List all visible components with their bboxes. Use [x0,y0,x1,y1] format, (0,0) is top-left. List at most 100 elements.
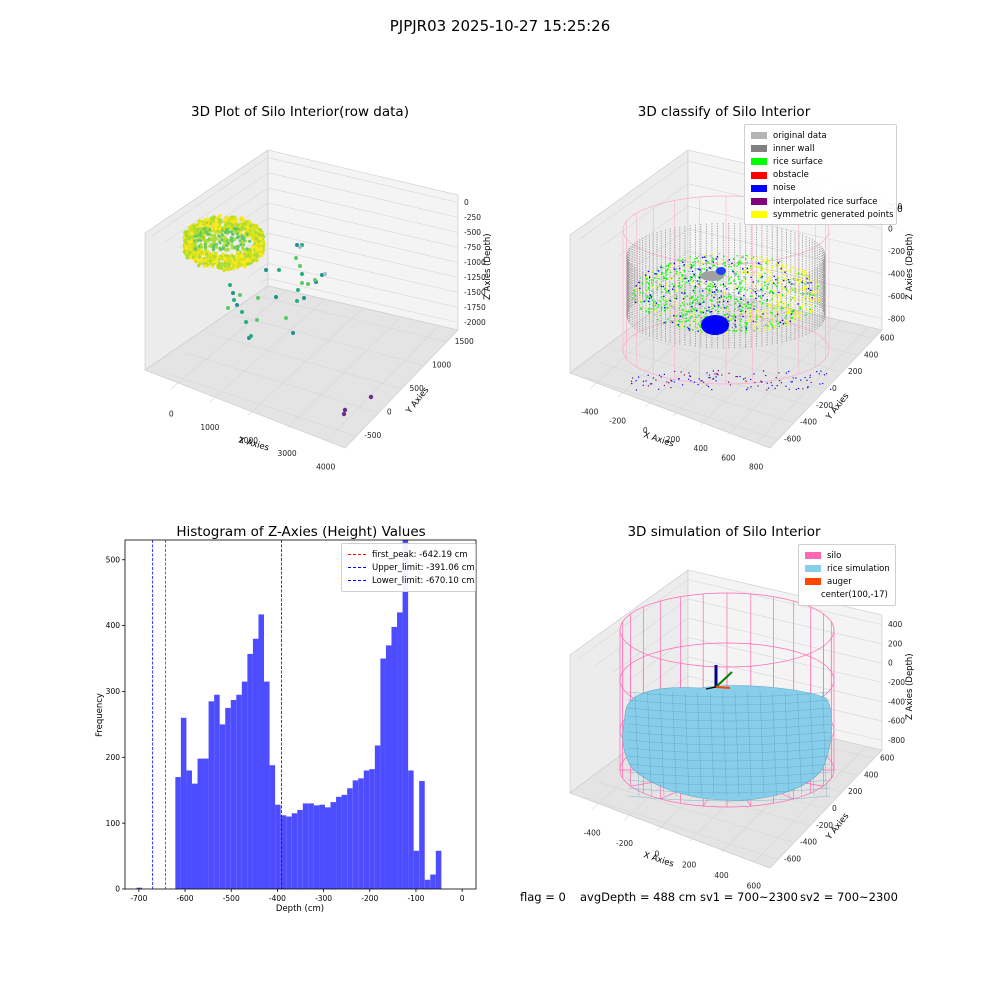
surface-point [743,288,746,290]
surface-point [698,280,700,282]
surface-point [776,293,779,295]
surface-point [702,311,705,314]
y-tick-label: 200 [848,787,863,796]
scatter-point [823,374,826,376]
surface-point [804,288,806,290]
surface-point [633,296,636,298]
surface-point [790,313,793,315]
surface-point [668,285,671,287]
surface-point [734,318,736,320]
surface-point [697,260,699,262]
surface-point [753,330,755,332]
surface-point [749,307,752,309]
surface-point [786,275,788,278]
y-tick-label: 0 [832,384,837,393]
surface-point [779,319,781,322]
surface-point [740,297,742,299]
grid-line [599,782,795,844]
surface-point [718,285,721,287]
scatter-point [239,243,243,247]
surface-point [699,329,701,331]
plot4-zlabel: Z Axies (Depth) [905,653,915,720]
plot3-ticks: -700 -600 -500 -400 -300 -200 -100 001002003004… [106,555,465,903]
scatter-point [284,316,288,320]
surface-point [740,313,743,315]
surface-point [787,305,790,308]
scatter-point [201,258,205,263]
surface-point [797,272,800,275]
surface-point [740,313,742,315]
surface-point [793,318,795,320]
surface-point [688,257,690,259]
legend-entry: symmetric generated points [751,208,894,221]
surface-point [732,258,735,260]
histogram-bar [430,874,436,889]
surface-point [712,286,714,288]
surface-point [743,303,745,306]
scatter-point [804,377,806,379]
surface-point [775,320,778,323]
surface-point [726,256,728,258]
surface-point [719,253,721,255]
surface-point [731,262,733,265]
x-tick-label: 600 [721,453,736,462]
surface-point [718,301,721,303]
scatter-point [785,372,787,374]
surface-point [639,299,641,301]
surface-point [794,301,796,303]
surface-point [707,261,709,264]
surface-point [685,281,688,283]
surface-point [733,287,736,289]
surface-point [677,285,679,288]
surface-point [742,310,744,312]
scatter-point [194,240,198,244]
surface-point [750,304,752,306]
surface-point [754,329,757,332]
surface-point [675,323,677,325]
surface-point [742,269,745,271]
surface-point [747,320,750,322]
surface-point [766,280,768,282]
surface-point [663,307,666,309]
scatter-point [295,243,299,247]
surface-point [812,293,815,295]
scatter-point [193,243,197,248]
histogram-bar [358,778,364,889]
scatter-point [670,387,672,389]
surface-point [737,299,739,302]
surface-point [778,263,780,265]
surface-point [758,260,761,263]
grid-line [209,333,402,390]
surface-point [755,297,757,300]
surface-point [708,310,710,312]
scatter-point [678,378,680,380]
surface-point [794,320,797,322]
surface-point [786,308,788,311]
surface-point [723,300,725,302]
histogram-bar [363,770,370,889]
rice-mesh-line [659,691,665,797]
surface-point [669,307,671,309]
surface-point [671,287,674,290]
scatter-point [199,222,203,226]
surface-point [766,286,768,288]
surface-point [691,278,693,280]
surface-point [721,297,723,300]
surface-point [665,278,668,280]
surface-point [746,271,749,273]
surface-point [765,258,767,260]
x-tick-label: 4000 [316,462,335,471]
surface-point [784,322,786,324]
surface-point [740,288,742,290]
surface-point [652,286,654,288]
surface-point [785,315,787,317]
surface-point [716,256,719,258]
scatter-point [253,230,258,234]
surface-point [749,312,751,315]
surface-point [810,310,813,313]
surface-point [711,260,713,262]
surface-point [757,279,760,281]
surface-point [771,267,773,270]
surface-point [640,285,642,287]
surface-point [749,315,751,318]
